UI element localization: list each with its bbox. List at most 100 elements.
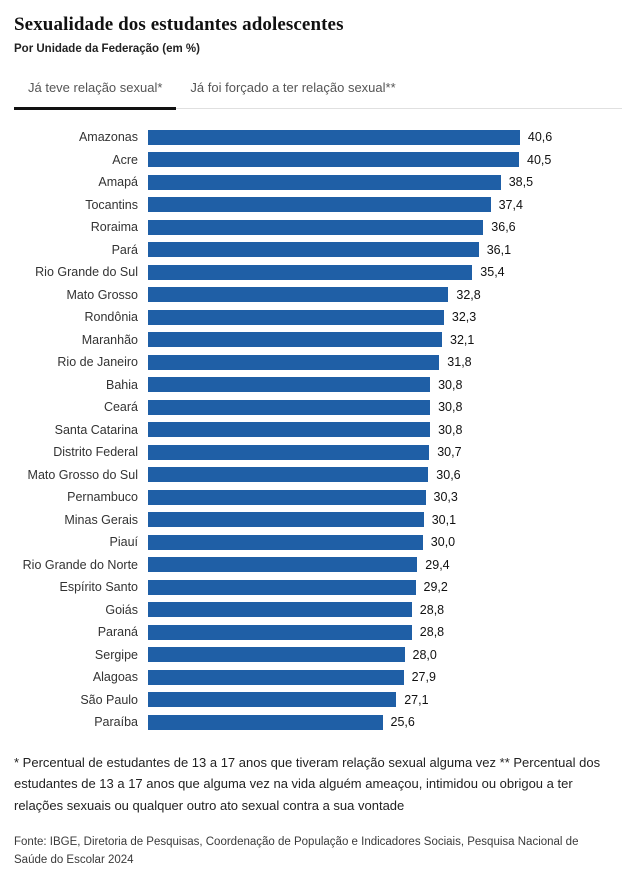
value-label: 30,7 — [437, 445, 462, 460]
bar-row: Alagoas 27,9 — [14, 666, 622, 689]
bar-track: 29,4 — [148, 557, 450, 573]
bar — [148, 287, 449, 303]
value-label: 32,1 — [450, 332, 475, 347]
bar — [148, 557, 418, 573]
bar — [148, 242, 479, 258]
bar-track: 30,8 — [148, 422, 462, 438]
category-label: Mato Grosso — [66, 287, 138, 302]
bar-row: Roraima 36,6 — [14, 216, 622, 239]
value-label: 30,6 — [436, 467, 461, 482]
bar-chart: Amazonas 40,6 Acre 40,5 Amapá 38,5 Tocantins 37… — [14, 126, 622, 734]
bar — [148, 332, 442, 348]
bar-track: 27,9 — [148, 669, 436, 685]
tab-ja-foi-forcado[interactable]: Já foi forçado a ter relação sexual** — [190, 80, 396, 95]
bar — [148, 624, 412, 640]
value-label: 27,1 — [404, 692, 429, 707]
value-label: 40,5 — [527, 152, 552, 167]
bar-row: Tocantins 37,4 — [14, 194, 622, 217]
category-label: Rio Grande do Norte — [22, 557, 138, 572]
bar-row: Pernambuco 30,3 — [14, 486, 622, 509]
category-label: Bahia — [106, 377, 138, 392]
chart-subtitle: Por Unidade da Federação (em %) — [14, 43, 200, 55]
bar-track: 28,8 — [148, 602, 444, 618]
value-label: 36,6 — [491, 220, 516, 235]
bar-row: Paraíba 25,6 — [14, 711, 622, 734]
category-label: Acre — [112, 152, 138, 167]
bar — [148, 174, 501, 190]
bar-track: 30,7 — [148, 444, 462, 460]
bar — [148, 602, 412, 618]
category-label: Paraná — [97, 625, 138, 640]
bar-row: Piauí 30,0 — [14, 531, 622, 554]
value-label: 32,8 — [456, 287, 481, 302]
bar-track: 30,8 — [148, 377, 463, 393]
bar — [148, 692, 397, 708]
category-label: Rondônia — [84, 310, 138, 325]
bar-track: 36,1 — [148, 242, 512, 258]
bar-track: 32,1 — [148, 332, 475, 348]
value-label: 30,8 — [438, 377, 463, 392]
bar — [148, 714, 383, 730]
bar-row: Paraná 28,8 — [14, 621, 622, 644]
category-label: Pernambuco — [67, 490, 138, 505]
bar — [148, 152, 519, 168]
bar — [148, 579, 416, 595]
bar — [148, 422, 431, 438]
bar-row: Bahia 30,8 — [14, 374, 622, 397]
value-label: 30,8 — [438, 400, 463, 415]
bar-track: 30,8 — [148, 399, 463, 415]
value-label: 29,4 — [425, 557, 450, 572]
category-label: Ceará — [103, 400, 138, 415]
bar — [148, 264, 473, 280]
bar-row: Ceará 30,8 — [14, 396, 622, 419]
bar-track: 37,4 — [148, 197, 523, 213]
category-label: Amazonas — [78, 130, 138, 145]
bar-row: Rio Grande do Sul 35,4 — [14, 261, 622, 284]
value-label: 28,8 — [419, 625, 445, 640]
page-title: Sexualidade dos estudantes adolescentes — [14, 14, 344, 35]
bar-row: Rio Grande do Norte 29,4 — [14, 554, 622, 577]
value-label: 36,1 — [486, 242, 512, 257]
bar — [148, 377, 431, 393]
source-note: Fonte: IBGE, Diretoria de Pesquisas, Coo… — [14, 835, 579, 867]
category-label: Mato Grosso do Sul — [27, 467, 138, 482]
bar-track: 28,0 — [148, 647, 437, 663]
bar-track: 30,0 — [148, 534, 456, 550]
bar-track: 35,4 — [148, 264, 505, 280]
value-label: 31,8 — [447, 355, 472, 370]
tab-ja-teve-relacao-sexual[interactable]: Já teve relação sexual* — [14, 71, 177, 110]
value-label: 29,2 — [423, 580, 448, 595]
category-label: Roraima — [90, 220, 138, 235]
bar-track: 30,3 — [148, 489, 458, 505]
category-label: Paraíba — [94, 715, 138, 730]
category-label: Goiás — [105, 602, 138, 617]
value-label: 30,0 — [430, 535, 456, 550]
bar-row: Pará 36,1 — [14, 239, 622, 262]
bar — [148, 354, 440, 370]
bar-row: Mato Grosso 32,8 — [14, 284, 622, 307]
bar — [148, 444, 430, 460]
bar — [148, 219, 484, 235]
value-label: 35,4 — [480, 265, 505, 280]
bar-track: 40,5 — [148, 152, 552, 168]
bar — [148, 467, 429, 483]
bar — [148, 647, 405, 663]
bar-track: 27,1 — [148, 692, 429, 708]
category-label: Maranhão — [81, 332, 138, 347]
bar — [148, 489, 426, 505]
bar-track: 32,8 — [148, 287, 481, 303]
category-label: São Paulo — [80, 692, 138, 707]
category-label: Rio Grande do Sul — [35, 265, 138, 280]
bar — [148, 309, 444, 325]
category-label: Pará — [111, 242, 138, 257]
bar-track: 30,1 — [148, 512, 456, 528]
footnote: * Percentual de estudantes de 13 a 17 an… — [14, 754, 601, 814]
bar-track: 31,8 — [148, 354, 472, 370]
category-label: Piauí — [109, 535, 139, 550]
category-label: Sergipe — [94, 647, 138, 662]
value-label: 37,4 — [498, 197, 523, 212]
bar-row: Rondônia 32,3 — [14, 306, 622, 329]
value-label: 38,5 — [508, 175, 534, 190]
bar-track: 28,8 — [148, 624, 445, 640]
value-label: 28,0 — [412, 647, 437, 662]
